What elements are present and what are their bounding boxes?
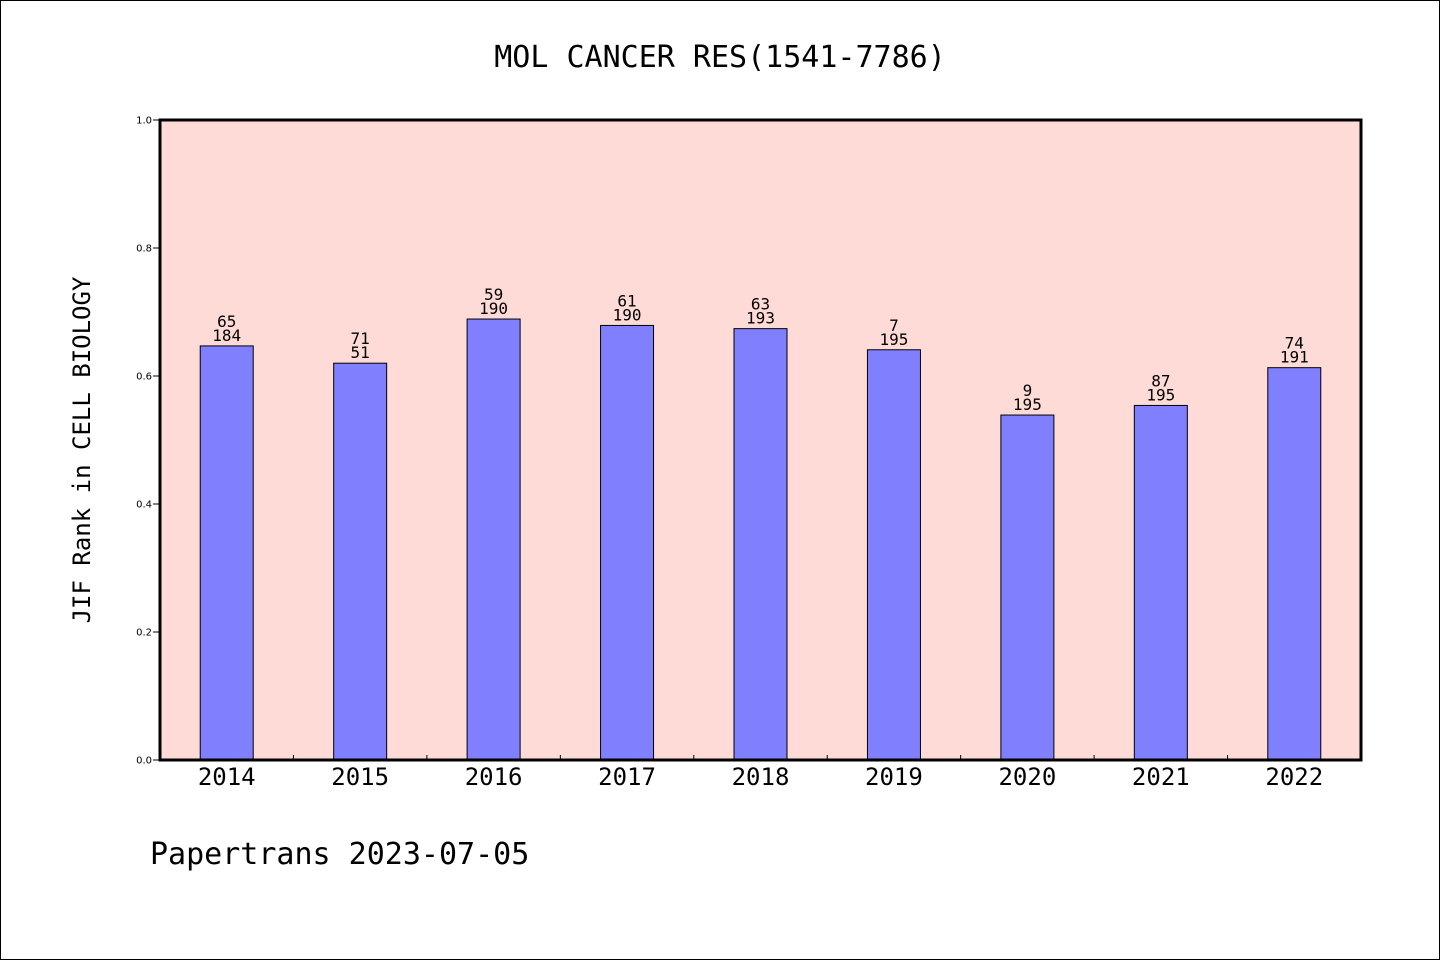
y-axis-label: JIF Rank in CELL BIOLOGY	[68, 276, 96, 623]
x-tick-label: 2015	[331, 763, 389, 791]
x-tick-label: 2020	[998, 763, 1056, 791]
bar-2022	[1267, 367, 1322, 761]
x-tick-label: 2017	[598, 763, 656, 791]
y-tick-label: 0.6	[136, 372, 152, 383]
data-label-rank: 74	[1285, 334, 1304, 353]
data-label-rank: 71	[351, 329, 370, 348]
data-label-rank: 63	[751, 295, 770, 314]
bar-2018	[733, 328, 788, 761]
data-label-rank: 9	[1023, 381, 1033, 400]
bar-2020	[1000, 414, 1055, 761]
x-tick-label: 2016	[465, 763, 523, 791]
bar-2021	[1133, 404, 1188, 761]
data-label-rank: 65	[217, 312, 236, 331]
data-label-total: 184	[212, 326, 241, 345]
bar-2014	[199, 345, 254, 761]
data-label-rank: 61	[617, 291, 636, 310]
bar-2015	[333, 362, 388, 761]
x-tick-label: 2019	[865, 763, 923, 791]
x-tick-label: 2014	[198, 763, 256, 791]
data-label-total: 190	[613, 305, 642, 324]
x-axis: 2014 2015 2016 2017 2018 2019 2020 2021 2022	[198, 755, 1323, 791]
x-tick-label: 2021	[1132, 763, 1190, 791]
data-label-total: 190	[479, 299, 508, 318]
data-label-rank: 59	[484, 285, 503, 304]
footer-credit: Papertrans 2023-07-05	[150, 837, 529, 872]
bars	[199, 318, 1322, 761]
data-label-total: 51	[351, 343, 370, 362]
plot-border	[158, 118, 1363, 762]
y-tick-label: 0.8	[136, 244, 152, 255]
data-label-rank: 7	[889, 316, 899, 335]
y-tick-label: 0.4	[136, 500, 152, 511]
y-tick-label: 0.2	[136, 628, 152, 639]
y-tick-label: 1.0	[136, 116, 152, 127]
x-tick-label: 2022	[1265, 763, 1323, 791]
data-label-total: 195	[1013, 395, 1042, 414]
data-label-total: 193	[746, 309, 775, 328]
data-label-total: 195	[879, 330, 908, 349]
bar-2019	[866, 349, 921, 761]
data-label-total: 195	[1146, 385, 1175, 404]
x-tick-label: 2018	[732, 763, 790, 791]
data-label-rank: 87	[1151, 371, 1170, 390]
y-axis: 0.0 0.2 0.4 0.6 0.8 1.0	[136, 116, 160, 767]
chart-title: MOL CANCER RES(1541-7786)	[494, 40, 946, 75]
data-label-total: 191	[1280, 348, 1309, 367]
bar-2017	[600, 324, 655, 761]
y-tick-label: 0.0	[136, 756, 152, 767]
bar-2016	[466, 318, 521, 761]
